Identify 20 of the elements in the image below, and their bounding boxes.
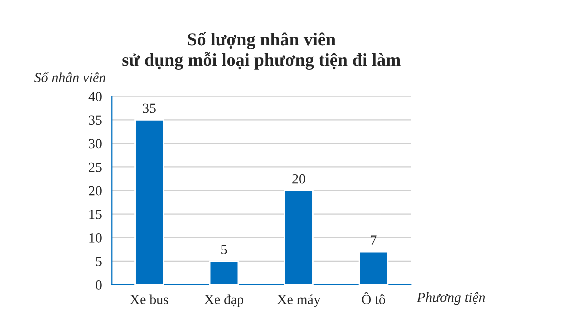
y-tick-label: 0 xyxy=(96,280,102,290)
y-tick-label: 25 xyxy=(89,162,102,172)
y-tick-label: 20 xyxy=(89,186,102,196)
x-tick-label: Xe bus xyxy=(130,294,168,304)
y-tick-label: 5 xyxy=(96,257,102,266)
x-tick-label: Xe đạp xyxy=(204,294,244,308)
data-label: 5 xyxy=(222,245,228,254)
y-tick-label: 40 xyxy=(88,92,102,102)
y-tick-label: 35 xyxy=(89,116,102,126)
y-axis-title: Số nhân viên xyxy=(34,72,106,82)
y-tick-label: 10 xyxy=(90,233,102,243)
chart-title: Số lượng nhân viên sử dụng mỗi loại phương tiện đi làm xyxy=(122,32,401,70)
y-tick-label: 30 xyxy=(89,139,102,149)
y-tick-label: 15 xyxy=(90,210,102,220)
data-label: 20 xyxy=(292,174,306,184)
x-axis-title: Phương tiện xyxy=(417,292,486,306)
data-label: 7 xyxy=(371,236,377,245)
x-tick-label: Ô tô xyxy=(362,292,386,304)
data-label: 35 xyxy=(143,104,156,114)
x-tick-label: Xe máy xyxy=(278,294,321,308)
